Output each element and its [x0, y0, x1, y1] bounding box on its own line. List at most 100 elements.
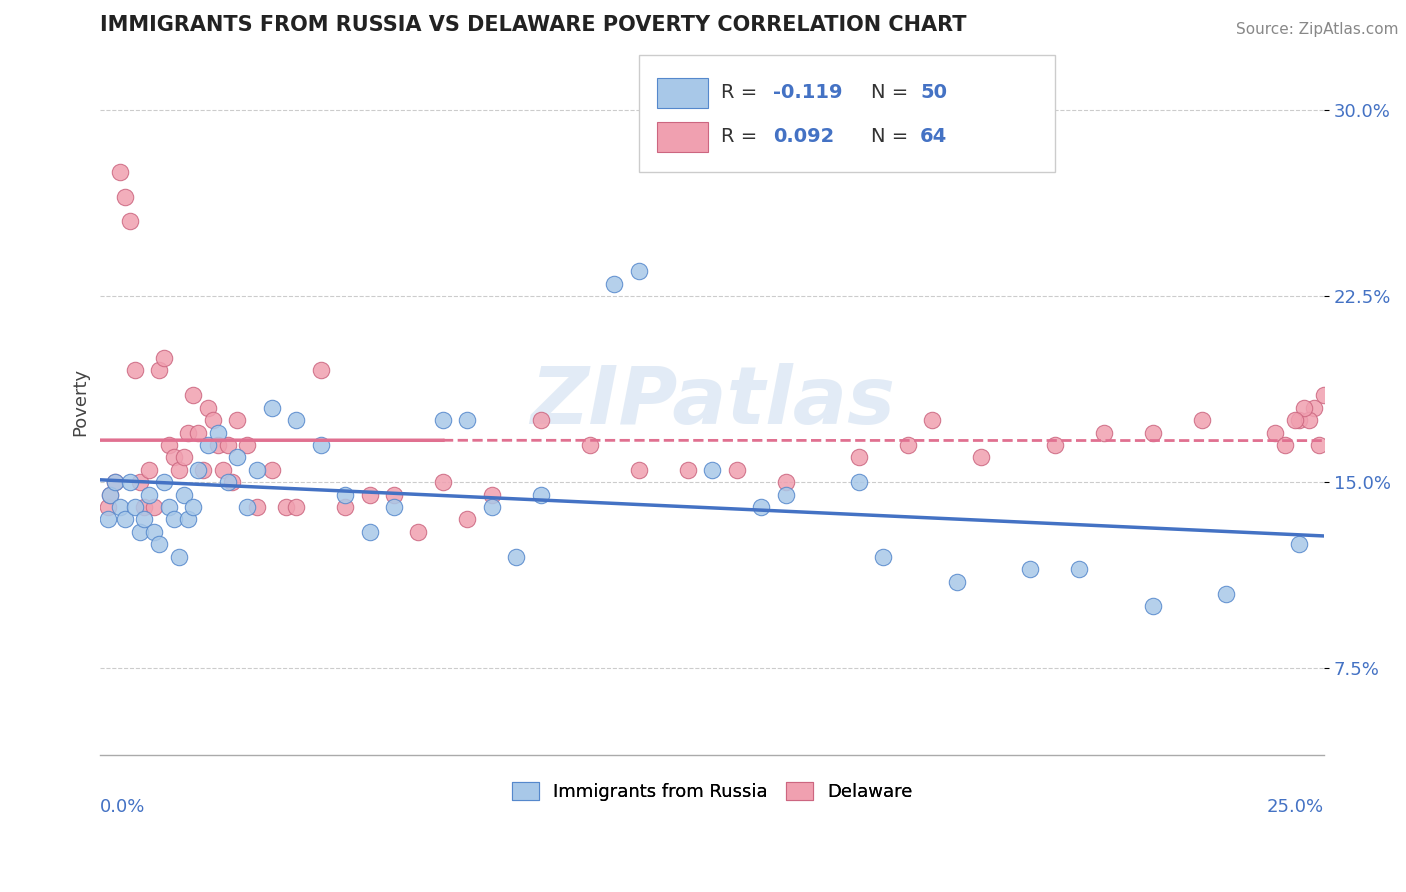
Text: -0.119: -0.119: [773, 84, 842, 103]
FancyBboxPatch shape: [638, 54, 1054, 171]
Point: [97, 512, 120, 526]
Point: [246, 500, 269, 514]
Point: [143, 500, 166, 514]
Point: [897, 438, 920, 452]
Point: [432, 413, 454, 427]
Point: [578, 438, 600, 452]
Point: [236, 438, 259, 452]
Point: [456, 413, 478, 427]
Point: [921, 413, 943, 427]
Point: [138, 463, 160, 477]
Point: [153, 351, 176, 365]
Point: [1019, 562, 1042, 576]
Point: [167, 549, 190, 564]
Point: [177, 425, 200, 440]
Point: [201, 413, 224, 427]
Point: [217, 475, 239, 490]
Point: [505, 549, 527, 564]
Point: [481, 500, 503, 514]
Text: 25.0%: 25.0%: [1267, 797, 1324, 816]
Point: [153, 475, 176, 490]
Point: [104, 475, 127, 490]
Point: [946, 574, 969, 589]
Point: [382, 500, 405, 514]
Point: [124, 363, 146, 377]
Point: [114, 189, 136, 203]
Point: [285, 500, 308, 514]
Point: [627, 463, 650, 477]
Text: R =: R =: [721, 128, 763, 146]
Point: [217, 438, 239, 452]
Point: [775, 488, 797, 502]
Text: Source: ZipAtlas.com: Source: ZipAtlas.com: [1236, 22, 1399, 37]
Point: [128, 475, 150, 490]
Point: [700, 463, 723, 477]
Point: [148, 537, 170, 551]
Text: N =: N =: [872, 84, 915, 103]
Point: [98, 488, 121, 502]
Point: [333, 500, 356, 514]
Point: [359, 488, 381, 502]
Text: 50: 50: [920, 84, 948, 103]
Point: [432, 475, 454, 490]
Point: [191, 463, 214, 477]
Point: [260, 463, 283, 477]
Legend: Immigrants from Russia, Delaware: Immigrants from Russia, Delaware: [502, 772, 922, 810]
Point: [359, 524, 381, 539]
Point: [725, 463, 748, 477]
Text: N =: N =: [872, 128, 915, 146]
Point: [128, 524, 150, 539]
Point: [285, 413, 308, 427]
Text: 0.0%: 0.0%: [100, 797, 146, 816]
Point: [118, 214, 141, 228]
Point: [236, 500, 259, 514]
Point: [1288, 413, 1310, 427]
Point: [1308, 438, 1330, 452]
Point: [309, 363, 332, 377]
Point: [221, 475, 243, 490]
Point: [481, 488, 503, 502]
Point: [603, 277, 626, 291]
Point: [970, 450, 993, 465]
Point: [309, 438, 332, 452]
Y-axis label: Poverty: Poverty: [72, 368, 89, 435]
Point: [1274, 438, 1296, 452]
Point: [157, 438, 180, 452]
Point: [226, 450, 249, 465]
Point: [1284, 413, 1306, 427]
Point: [114, 512, 136, 526]
Point: [134, 500, 156, 514]
Point: [226, 413, 249, 427]
Point: [108, 165, 131, 179]
Point: [134, 512, 156, 526]
FancyBboxPatch shape: [657, 122, 709, 152]
Point: [187, 425, 209, 440]
Point: [333, 488, 356, 502]
Point: [848, 475, 870, 490]
Point: [1294, 401, 1316, 415]
Point: [1043, 438, 1066, 452]
Point: [749, 500, 772, 514]
Point: [157, 500, 180, 514]
Point: [1298, 413, 1320, 427]
Point: [246, 463, 269, 477]
Point: [124, 500, 146, 514]
Point: [627, 264, 650, 278]
Text: 64: 64: [920, 128, 948, 146]
Point: [118, 475, 141, 490]
Point: [98, 488, 121, 502]
Point: [148, 363, 170, 377]
Point: [211, 463, 233, 477]
Point: [1142, 425, 1164, 440]
Point: [1313, 388, 1336, 402]
Point: [207, 425, 229, 440]
Point: [260, 401, 283, 415]
Point: [108, 500, 131, 514]
Point: [1069, 562, 1091, 576]
Point: [382, 488, 405, 502]
Point: [167, 463, 190, 477]
Point: [530, 413, 553, 427]
Point: [408, 524, 430, 539]
Point: [183, 500, 205, 514]
Point: [163, 512, 186, 526]
